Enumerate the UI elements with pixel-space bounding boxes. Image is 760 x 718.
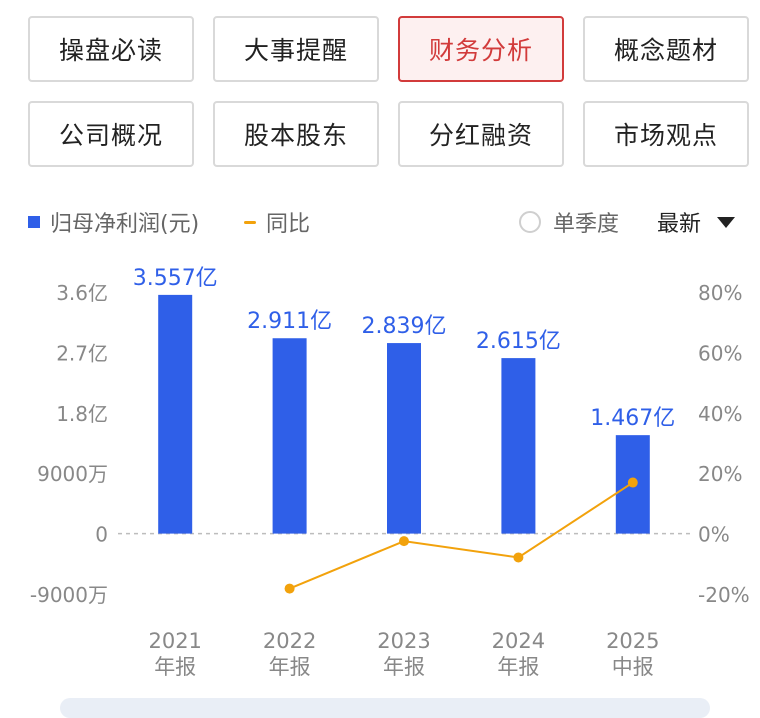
y-left-tick-label-3: 9000万 [37, 462, 108, 486]
y-left-tick-label-2: 1.8亿 [56, 402, 108, 426]
tab-dividends[interactable]: 分红融资 [398, 101, 564, 167]
tab-events[interactable]: 大事提醒 [213, 16, 379, 82]
bar-2021 [158, 294, 193, 534]
tab-shareholders[interactable]: 股本股东 [213, 101, 379, 167]
y-right-tick-label-1: 60% [698, 341, 742, 365]
bottom-panel-edge [60, 698, 710, 718]
legend-net-profit[interactable]: 归母净利润(元) [28, 200, 199, 244]
net-profit-chart: 3.6亿 2.7亿 1.8亿 9000万 0 -9000万 80% 60% 40% 20% 0% -2… [30, 266, 750, 679]
y-right-tick-label-0: 80% [698, 281, 742, 305]
bar-value-label-2025: 1.467亿 [590, 406, 675, 431]
tab-market-views[interactable]: 市场观点 [583, 101, 749, 167]
y-left-tick-label-4: 0 [95, 523, 108, 547]
x-tick-period-2022: 年报 [269, 655, 311, 679]
x-tick-period-2024: 年报 [497, 655, 539, 679]
y-left-tick-label-5: -9000万 [30, 583, 108, 607]
y-right-tick-label-5: -20% [698, 583, 750, 607]
bar-2022 [272, 338, 307, 534]
sort-dropdown[interactable]: 最新 [657, 200, 736, 244]
legend-yoy-label: 同比 [266, 212, 311, 237]
bar-2023 [387, 343, 421, 534]
bar-value-label-2023: 2.839亿 [362, 314, 447, 339]
tab-operation-guide[interactable]: 操盘必读 [28, 16, 194, 82]
y-left-tick-label-0: 3.6亿 [56, 281, 108, 305]
chart-legend-bar: 归母净利润(元) 同比 单季度 最新 [0, 200, 760, 244]
tab-concepts[interactable]: 概念题材 [583, 16, 749, 82]
x-tick-year-2021: 2021 [148, 629, 201, 653]
tab-company-overview[interactable]: 公司概况 [28, 101, 194, 167]
single-quarter-label: 单季度 [553, 212, 620, 237]
x-tick-year-2024: 2024 [492, 629, 545, 653]
x-tick-year-2025: 2025 [606, 629, 659, 653]
tab-financial-analysis[interactable]: 财务分析 [398, 16, 564, 82]
bar-value-label-2024: 2.615亿 [476, 329, 561, 354]
y-right-tick-label-4: 0% [698, 523, 730, 547]
x-tick-year-2023: 2023 [377, 629, 430, 653]
legend-bar-swatch [28, 216, 40, 228]
yoy-line [289, 481, 634, 590]
x-tick-period-2023: 年报 [383, 655, 425, 679]
x-tick-period-2021: 年报 [154, 655, 196, 679]
y-left-tick-label-1: 2.7亿 [56, 341, 108, 365]
radio-circle-icon[interactable] [519, 211, 541, 233]
yoy-point-2025 [627, 477, 638, 488]
sort-label: 最新 [657, 212, 702, 237]
yoy-point-2024 [513, 552, 524, 563]
legend-net-profit-label: 归母净利润(元) [50, 212, 200, 237]
bar-2024 [501, 358, 536, 534]
yoy-point-2023 [399, 536, 409, 547]
x-tick-period-2025: 中报 [612, 655, 654, 679]
tab-grid: 操盘必读 大事提醒 财务分析 概念题材 公司概况 股本股东 分红融资 市场观点 [28, 16, 749, 167]
legend-yoy[interactable]: 同比 [244, 200, 310, 244]
y-right-tick-label-2: 40% [698, 402, 742, 426]
yoy-point-2022 [284, 583, 295, 594]
x-tick-year-2022: 2022 [263, 629, 316, 653]
legend-line-swatch [244, 220, 256, 224]
bar-value-label-2022: 2.911亿 [247, 309, 332, 334]
y-right-tick-label-3: 20% [698, 462, 742, 486]
bar-value-label-2021: 3.557亿 [133, 266, 218, 291]
triangle-down-icon [717, 216, 736, 228]
single-quarter-toggle[interactable]: 单季度 [519, 200, 619, 244]
